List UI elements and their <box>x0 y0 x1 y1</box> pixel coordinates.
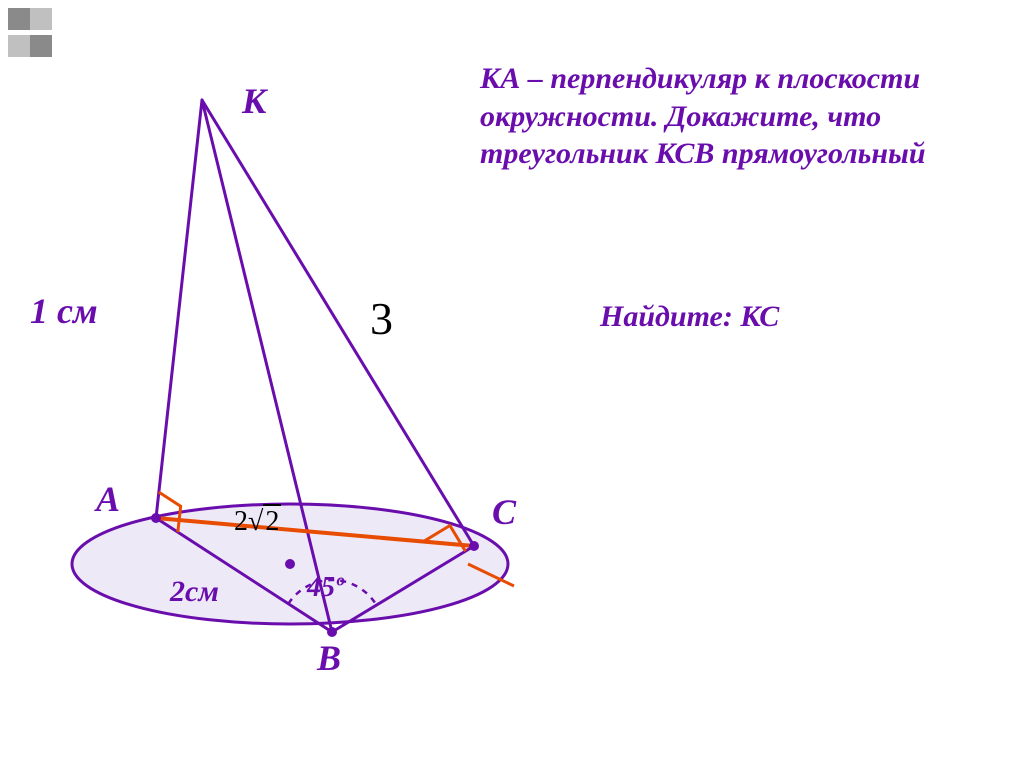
angle-45: 45º <box>307 572 343 604</box>
diagram-svg <box>40 70 660 690</box>
radicand: 2 <box>263 504 281 537</box>
diagram: К А В С 1 см 2см 45º 3 2√2 <box>40 70 660 690</box>
value-KA: 1 см <box>30 290 98 332</box>
annotation-three: 3 <box>370 292 393 345</box>
point-label-C: С <box>492 491 516 533</box>
coef: 2 <box>234 506 248 537</box>
value-AB: 2см <box>170 575 219 609</box>
annotation-AC-calc: 2√2 <box>234 506 281 538</box>
point-label-B: В <box>317 637 341 679</box>
point-label-A: А <box>96 478 120 520</box>
point-label-K: К <box>242 80 266 122</box>
corner-decoration <box>8 8 52 62</box>
